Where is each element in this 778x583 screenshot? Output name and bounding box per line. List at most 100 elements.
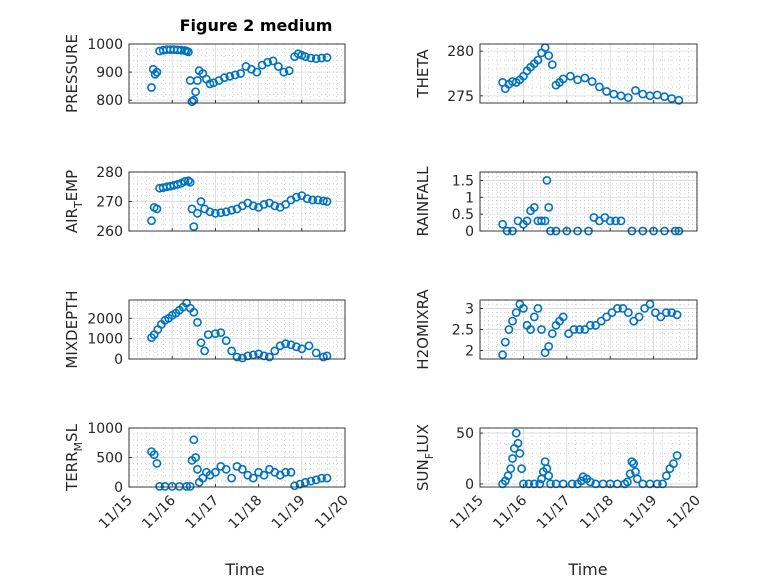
y-tick-label: 260 xyxy=(96,224,123,240)
data-point xyxy=(219,73,229,83)
y-tick-label: 2.5 xyxy=(452,323,474,339)
data-point xyxy=(318,196,328,206)
data-point xyxy=(150,69,160,79)
data-point xyxy=(317,53,326,63)
y-tick-label: 270 xyxy=(96,195,123,211)
data-point xyxy=(268,56,278,66)
data-point xyxy=(506,464,516,474)
data-point xyxy=(191,453,200,462)
data-point xyxy=(558,312,568,322)
data-point xyxy=(147,216,156,226)
data-point xyxy=(519,303,528,313)
data-point xyxy=(544,341,554,351)
data-point xyxy=(558,479,568,489)
data-point xyxy=(230,70,240,80)
data-point xyxy=(200,346,209,356)
data-point xyxy=(205,207,215,217)
data-point xyxy=(576,476,586,486)
y-tick-label: 2 xyxy=(465,344,474,360)
rainfall-axes: 00.511.5 RAINFALL xyxy=(414,166,698,240)
data-point xyxy=(152,67,162,77)
data-point xyxy=(227,205,236,215)
data-point xyxy=(306,476,316,486)
data-point xyxy=(313,195,323,205)
data-point xyxy=(498,219,507,229)
y-tick-label: 0 xyxy=(114,480,123,496)
data-point xyxy=(625,469,635,479)
data-point xyxy=(252,67,262,77)
data-point xyxy=(152,204,162,214)
data-point xyxy=(210,208,220,218)
data-point xyxy=(519,479,528,489)
y-tick-label: 500 xyxy=(96,451,123,467)
data-point xyxy=(281,467,290,477)
x-tick-label: 11/17 xyxy=(534,493,574,533)
data-point xyxy=(243,351,253,361)
y-tick-label: 1000 xyxy=(87,421,123,437)
data-point xyxy=(187,97,197,106)
data-point xyxy=(585,320,595,330)
data-point xyxy=(183,176,193,186)
data-point xyxy=(503,471,513,481)
data-point xyxy=(209,78,218,88)
axes-box xyxy=(128,299,346,360)
data-point xyxy=(221,464,231,474)
data-point xyxy=(259,351,269,361)
data-point xyxy=(522,216,532,226)
data-point xyxy=(546,479,555,489)
data-point xyxy=(591,320,601,330)
data-point xyxy=(508,454,517,463)
x-tick-label: 11/20 xyxy=(312,493,352,533)
y-tick-label: 800 xyxy=(96,93,123,109)
data-point xyxy=(595,82,604,92)
data-point xyxy=(227,473,236,483)
data-point xyxy=(290,481,299,491)
data-point xyxy=(596,316,606,326)
data-point xyxy=(311,348,321,358)
h2omixra-axes: 2 2.5 3 H2OMIXRA xyxy=(414,289,698,370)
data-point xyxy=(500,337,510,347)
terr-msl-axes: 0 500 1000 11/15 11/16 11/17 11/18 11/19 11/20 TE… xyxy=(63,421,352,532)
sun-flux-axes: 0 50 11/15 11/16 11/17 11/18 11/19 11/20 SUNFLUX xyxy=(414,424,704,532)
x-tick-label: 11/15 xyxy=(96,493,136,533)
data-point xyxy=(225,71,235,81)
data-point xyxy=(567,479,577,489)
data-point xyxy=(508,316,517,326)
data-point xyxy=(540,348,550,358)
data-point xyxy=(216,208,226,218)
data-point xyxy=(629,459,639,468)
data-point xyxy=(291,342,301,352)
data-point xyxy=(585,477,595,487)
data-point xyxy=(311,475,321,485)
x-tick-label: 11/19 xyxy=(621,493,661,533)
data-point xyxy=(547,60,557,69)
data-point xyxy=(607,308,617,317)
x-tick-label: 11/18 xyxy=(577,493,617,533)
y-tick-label: 0.5 xyxy=(452,207,474,223)
data-point xyxy=(623,93,633,102)
y-tick-label: 280 xyxy=(96,165,123,181)
data-point xyxy=(248,350,258,360)
data-point xyxy=(623,477,632,487)
data-point xyxy=(547,329,557,339)
data-point xyxy=(322,351,332,361)
data-point xyxy=(533,303,543,313)
data-point xyxy=(273,62,283,71)
data-point xyxy=(513,438,523,448)
y-axis-label: SUNFLUX xyxy=(414,424,436,491)
data-point xyxy=(616,216,626,226)
data-point xyxy=(524,479,534,489)
data-point xyxy=(263,57,272,67)
data-point xyxy=(672,310,682,320)
data-point xyxy=(537,325,546,334)
data-point xyxy=(566,71,575,81)
data-point xyxy=(192,76,202,85)
data-point xyxy=(661,471,671,481)
x-tick-label: 11/15 xyxy=(447,493,487,533)
y-tick-label: 1000 xyxy=(87,332,123,348)
data-point xyxy=(291,192,301,202)
data-point xyxy=(529,202,539,212)
data-point xyxy=(322,53,332,62)
data-point xyxy=(300,477,310,487)
y-tick-label: 0 xyxy=(465,224,474,240)
